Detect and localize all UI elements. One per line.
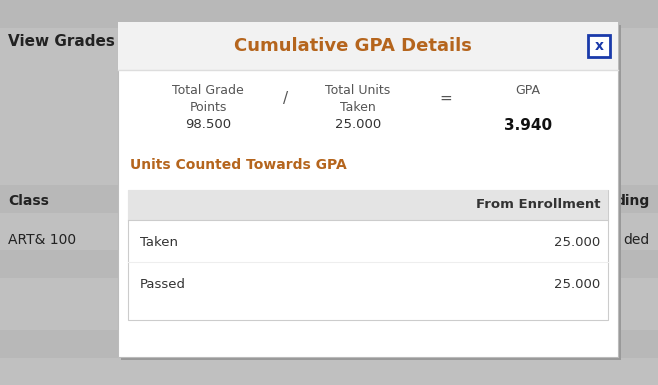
- Bar: [0, 360, 658, 385]
- Text: Total Units
Taken: Total Units Taken: [325, 84, 391, 114]
- Bar: [588, 35, 610, 57]
- Bar: [121, 25, 621, 360]
- Bar: [0, 250, 658, 278]
- Text: 25.000: 25.000: [554, 278, 600, 291]
- Text: Units Counted Towards GPA: Units Counted Towards GPA: [130, 158, 347, 172]
- Bar: [128, 190, 608, 320]
- Bar: [0, 185, 658, 213]
- Bar: [0, 215, 658, 243]
- Bar: [128, 190, 608, 220]
- Text: GPA: GPA: [515, 84, 540, 97]
- Text: Cumulative GPA Details: Cumulative GPA Details: [234, 37, 472, 55]
- Text: 25.000: 25.000: [335, 118, 381, 131]
- Text: x: x: [594, 39, 603, 53]
- Bar: [0, 30, 658, 58]
- Text: View Grades: View Grades: [8, 35, 115, 50]
- Text: =: =: [440, 90, 453, 105]
- Text: Total Grade
Points: Total Grade Points: [172, 84, 244, 114]
- Bar: [0, 330, 658, 358]
- Text: 3.940: 3.940: [504, 118, 552, 133]
- Text: /: /: [284, 90, 289, 105]
- Text: From Enrollment: From Enrollment: [476, 199, 600, 211]
- Text: Class: Class: [8, 194, 49, 208]
- Text: 98.500: 98.500: [185, 118, 231, 131]
- Text: ART& 100: ART& 100: [8, 233, 76, 247]
- Text: ding: ding: [616, 194, 650, 208]
- Bar: [0, 290, 658, 318]
- Text: Passed: Passed: [140, 278, 186, 291]
- Text: ded: ded: [624, 233, 650, 247]
- Bar: [0, 0, 658, 28]
- Text: 25.000: 25.000: [554, 236, 600, 248]
- Bar: [118, 22, 618, 70]
- Bar: [118, 22, 618, 357]
- Text: Taken: Taken: [140, 236, 178, 248]
